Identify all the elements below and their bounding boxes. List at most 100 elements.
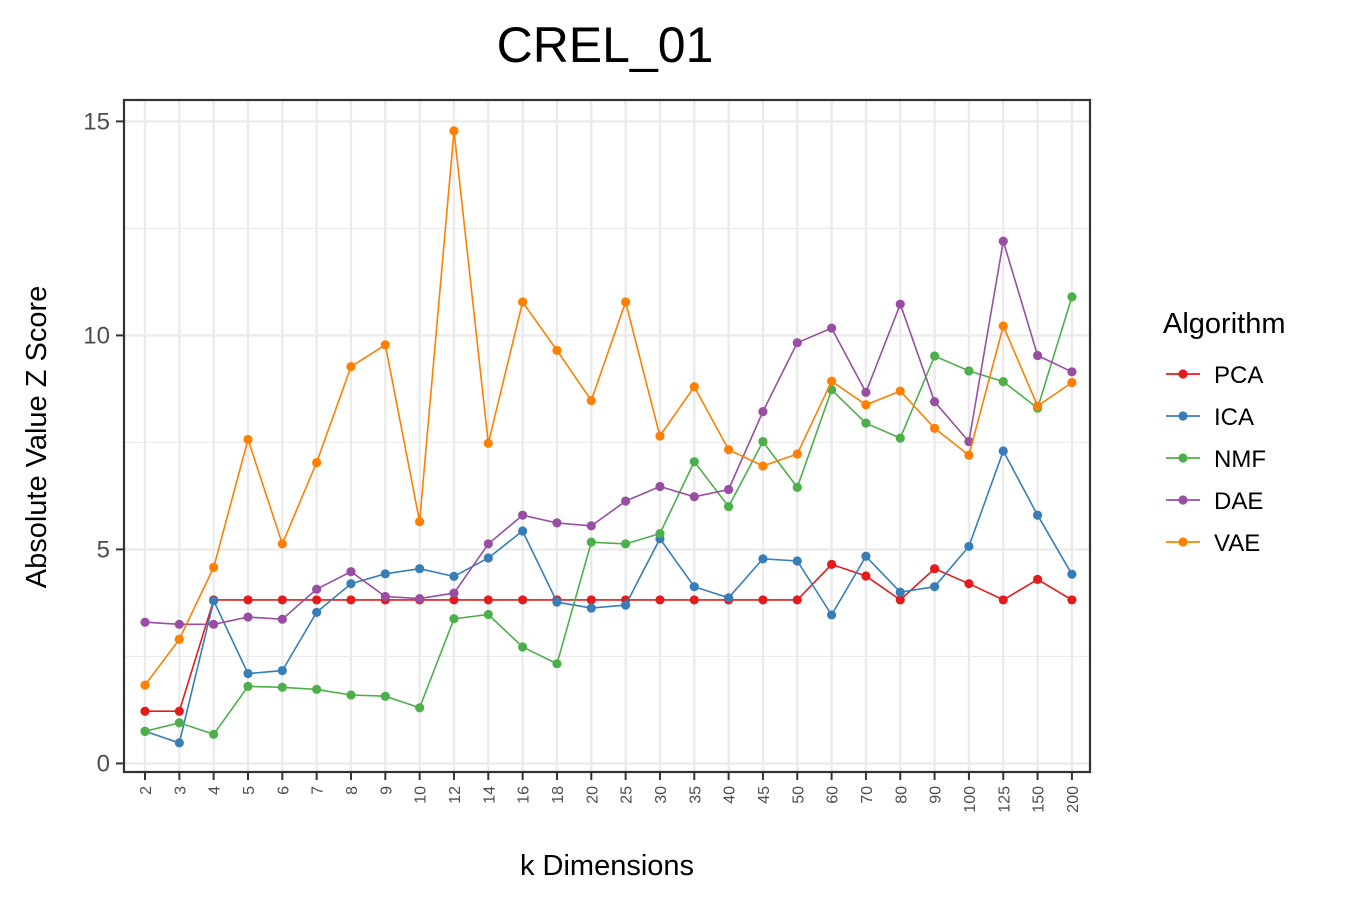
data-point-ica: [209, 596, 219, 606]
data-point-vae: [277, 539, 287, 549]
data-point-nmf: [792, 482, 802, 492]
data-point-ica: [483, 553, 493, 563]
data-point-ica: [243, 668, 253, 679]
data-point-dae: [655, 481, 665, 492]
legend-label-ica: ICA: [1214, 404, 1254, 431]
data-point-vae: [998, 321, 1008, 331]
data-point-vae: [346, 362, 356, 372]
data-point-dae: [895, 299, 905, 309]
data-point-dae: [518, 510, 528, 520]
data-point-nmf: [929, 351, 940, 361]
data-point-vae: [964, 450, 974, 460]
data-point-dae: [243, 612, 253, 622]
x-axis: 2 3 4 5 6 7 8 9 10 12 14 16 18 20 25 30 35 40 45 50 60 70 80 90…: [138, 772, 1082, 813]
x-tick-label: 20: [584, 786, 601, 804]
legend-key-point-ica: [1178, 411, 1188, 421]
x-tick-label: 80: [893, 786, 910, 804]
data-point-nmf: [861, 418, 871, 428]
data-point-vae: [174, 634, 184, 644]
data-point-pca: [655, 595, 665, 605]
data-point-nmf: [655, 528, 665, 539]
data-point-ica: [964, 541, 974, 552]
plot-panel-border: [122, 98, 1092, 774]
data-point-pca: [243, 595, 253, 605]
data-point-nmf: [380, 691, 390, 701]
data-point-ica: [861, 551, 871, 561]
legend-title: Algorithm: [1163, 308, 1286, 340]
data-point-dae: [792, 338, 802, 348]
x-tick-label: 16: [516, 786, 533, 804]
data-point-ica: [621, 600, 631, 610]
y-tick-label: 15: [83, 108, 110, 135]
x-tick-label: 9: [378, 786, 395, 795]
data-point-nmf: [346, 690, 356, 700]
data-point-vae: [552, 345, 562, 355]
data-point-nmf: [483, 609, 493, 620]
data-point-ica: [792, 556, 802, 566]
data-point-ica: [380, 569, 390, 579]
data-point-pca: [449, 595, 459, 605]
data-point-ica: [586, 603, 596, 613]
x-tick-label: 60: [825, 786, 842, 804]
data-point-ica: [415, 564, 425, 574]
data-point-nmf: [586, 537, 596, 547]
data-point-nmf: [895, 433, 905, 443]
data-point-nmf: [209, 729, 219, 739]
data-point-vae: [209, 562, 219, 573]
legend-label-nmf: NMF: [1214, 446, 1266, 473]
data-point-pca: [998, 595, 1008, 605]
data-point-vae: [827, 376, 837, 386]
series-line-pca: [145, 563, 1073, 713]
data-point-ica: [277, 665, 287, 676]
data-point-vae: [895, 386, 905, 396]
data-point-nmf: [998, 377, 1008, 387]
data-point-nmf: [277, 682, 287, 692]
x-axis-title: k Dimensions: [520, 850, 694, 882]
x-tick-label: 3: [172, 786, 189, 795]
data-point-dae: [277, 614, 287, 624]
data-point-vae: [724, 445, 734, 455]
data-point-dae: [998, 236, 1008, 246]
data-point-vae: [518, 297, 528, 307]
data-point-vae: [483, 438, 493, 448]
y-axis-title: Absolute Value Z Score: [21, 286, 53, 589]
x-tick-label: 7: [310, 786, 327, 795]
data-point-nmf: [415, 703, 425, 713]
data-point-dae: [586, 521, 596, 531]
data-point-vae: [861, 400, 871, 410]
data-point-vae: [312, 457, 322, 468]
legend-key-point-dae: [1178, 495, 1188, 505]
x-tick-label: 8: [344, 786, 361, 795]
data-point-pca: [586, 595, 596, 605]
data-point-ica: [312, 607, 322, 617]
series-line-vae: [144, 130, 1073, 686]
data-point-nmf: [174, 718, 184, 728]
data-point-vae: [380, 340, 390, 350]
data-point-ica: [449, 571, 459, 581]
data-point-pca: [964, 579, 974, 589]
y-tick-label: 0: [97, 750, 110, 777]
data-point-nmf: [758, 436, 768, 447]
data-point-dae: [415, 594, 425, 604]
data-point-ica: [998, 446, 1008, 456]
data-point-pca: [346, 595, 356, 605]
y-axis: 0 5 10 15: [83, 108, 124, 777]
data-point-nmf: [552, 659, 562, 669]
data-point-dae: [929, 397, 940, 407]
data-point-pca: [689, 595, 699, 605]
x-tick-label: 100: [962, 786, 979, 813]
legend-key-point-nmf: [1178, 453, 1188, 463]
data-point-dae: [758, 407, 768, 417]
x-tick-label: 90: [928, 786, 945, 804]
x-tick-label: 200: [1065, 786, 1082, 813]
data-point-dae: [552, 518, 562, 528]
legend-label-vae: VAE: [1214, 530, 1260, 557]
x-tick-label: 35: [687, 786, 704, 804]
data-point-pca: [483, 595, 493, 605]
series-line-dae: [144, 240, 1073, 626]
data-point-nmf: [312, 684, 322, 694]
data-point-nmf: [964, 366, 974, 376]
data-point-vae: [621, 297, 631, 307]
data-point-ica: [346, 579, 356, 589]
data-point-dae: [380, 591, 390, 602]
